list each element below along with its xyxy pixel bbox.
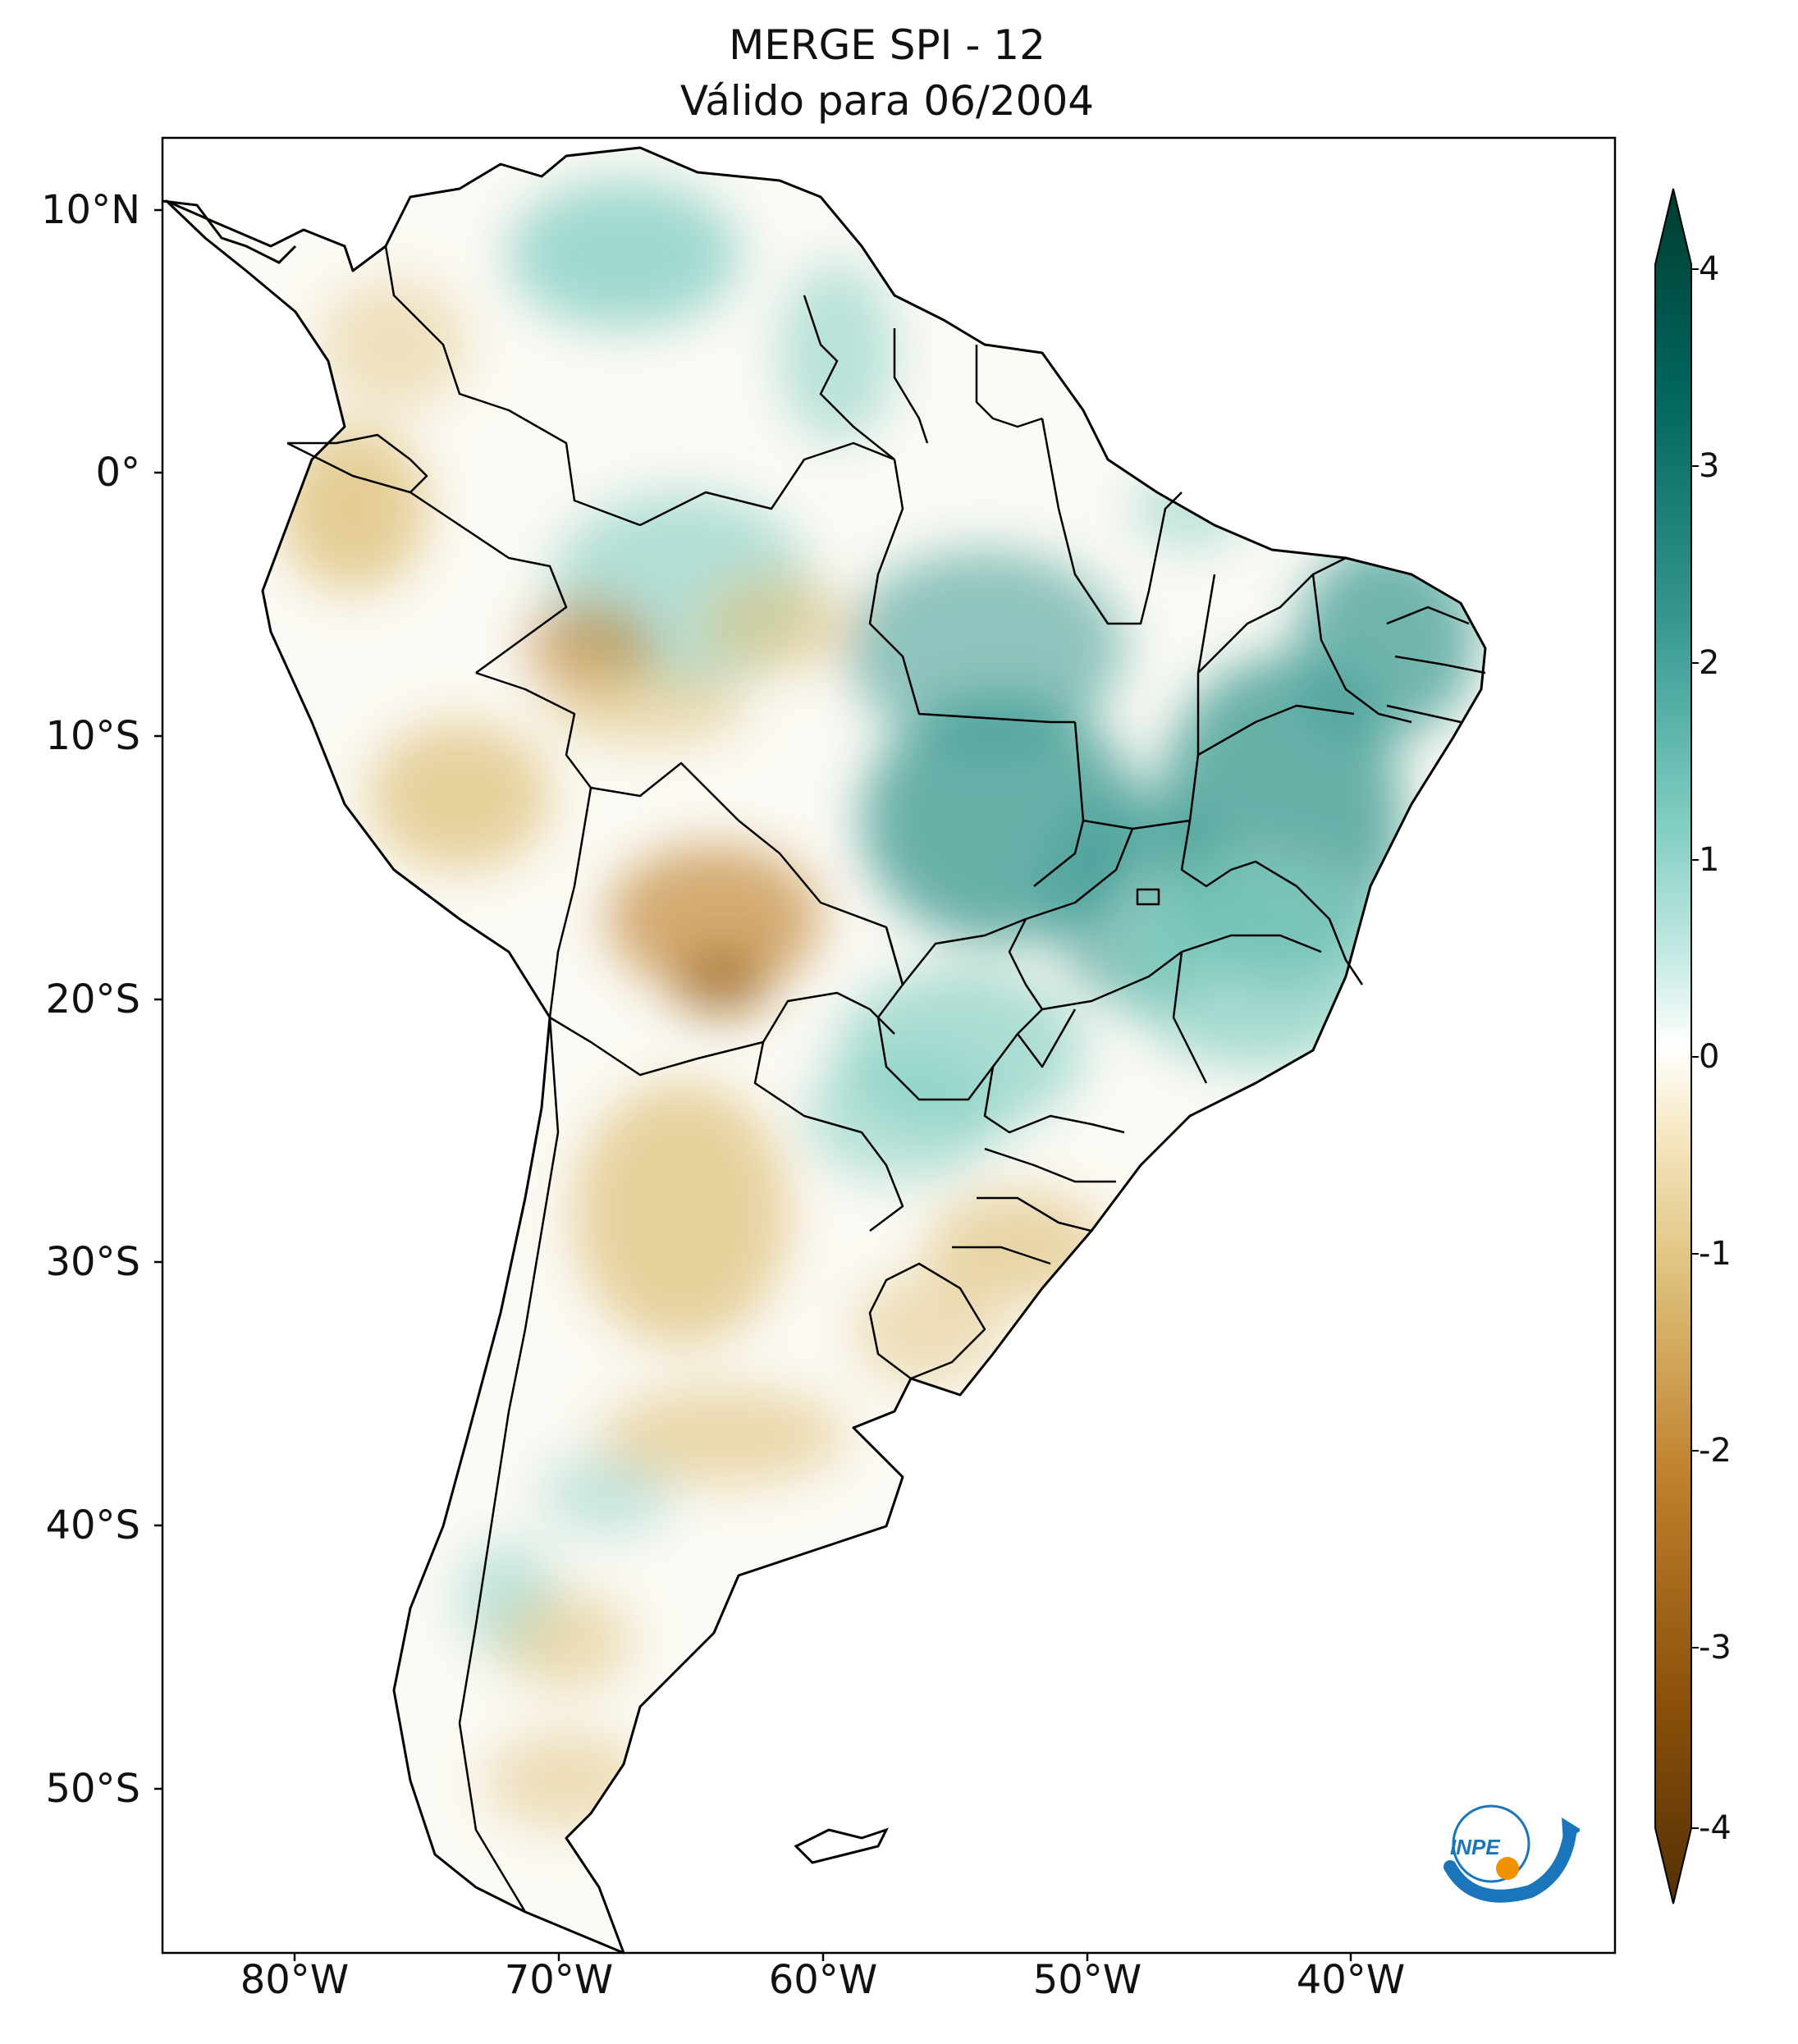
- colorbar-tick-label: -3: [1699, 1629, 1732, 1667]
- lat-tick-label: 50°S: [45, 1766, 140, 1812]
- lat-tick-label: 10°S: [45, 713, 140, 759]
- lon-tick-label: 60°W: [768, 1957, 878, 2003]
- lon-tick-label: 70°W: [504, 1957, 614, 2003]
- lat-tick-label: 0°: [95, 450, 140, 496]
- inpe-logo-icon: INPE: [1443, 1804, 1580, 1903]
- lat-tick-label: 40°S: [45, 1502, 140, 1548]
- lon-tick-label: 50°W: [1032, 1957, 1142, 2003]
- colorbar-tick-label: 4: [1699, 250, 1720, 288]
- falkland-islands: [794, 1827, 889, 1864]
- lat-tick-label: 10°N: [41, 187, 140, 233]
- colorbar-scale: [1654, 188, 1692, 1905]
- colorbar-tick-label: 3: [1699, 447, 1720, 485]
- map-axes-box: [161, 136, 1617, 1955]
- colorbar-tick-label: -2: [1699, 1432, 1732, 1470]
- colorbar-tick-label: 2: [1699, 644, 1720, 682]
- lat-tick-label: 20°S: [45, 976, 140, 1022]
- colorbar-tick-label: -4: [1699, 1809, 1732, 1847]
- map-title: MERGE SPI - 12: [729, 21, 1045, 69]
- colorbar-tick-label: 1: [1699, 841, 1720, 879]
- map-subtitle: Válido para 06/2004: [679, 77, 1095, 125]
- lat-tick-label: 30°S: [45, 1239, 140, 1285]
- axis-ticks: [154, 208, 1352, 1961]
- coastline: [165, 146, 1487, 1955]
- colorbar: [1654, 188, 1699, 1905]
- logo-text: INPE: [1450, 1835, 1500, 1859]
- central-america-coast: [162, 199, 297, 264]
- lon-tick-label: 80°W: [240, 1957, 350, 2003]
- lon-tick-label: 40°W: [1296, 1957, 1406, 2003]
- colorbar-tick-label: 0: [1699, 1038, 1720, 1076]
- political-borders: [286, 245, 1486, 1913]
- colorbar-tick-label: -1: [1699, 1235, 1732, 1273]
